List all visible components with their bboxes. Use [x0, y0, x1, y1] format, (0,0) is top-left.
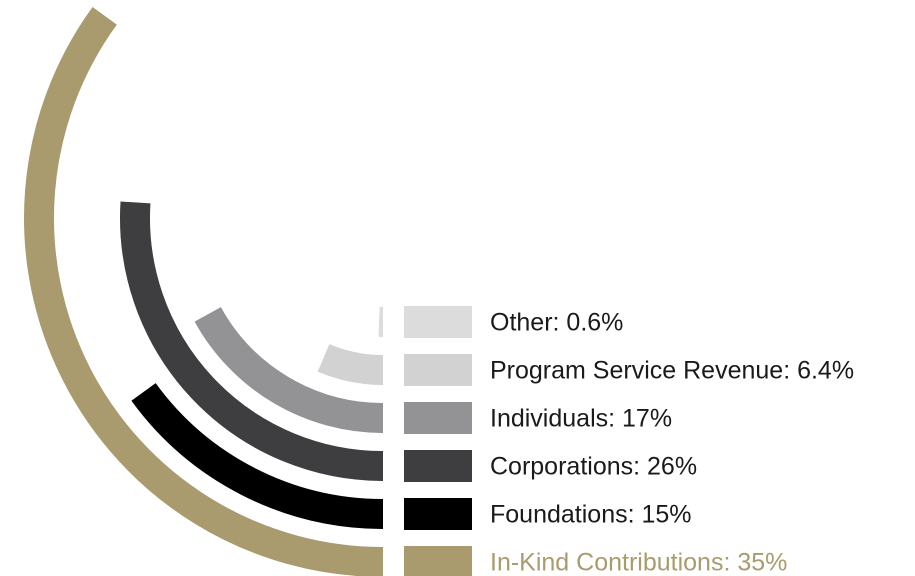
legend-swatch: [404, 402, 472, 434]
legend-label: Other: 0.6%: [490, 309, 623, 337]
legend-swatch: [404, 306, 472, 338]
legend-label: In-Kind Contributions: 35%: [490, 549, 787, 576]
legend-label: Foundations: 15%: [490, 501, 692, 529]
arc-bar: [317, 343, 384, 385]
legend-swatch: [404, 546, 472, 576]
legend-label: Program Service Revenue: 6.4%: [490, 357, 854, 385]
arc-bar: [131, 383, 384, 529]
arc-bar: [194, 306, 384, 433]
arc-bar: [24, 6, 384, 576]
legend-swatch: [404, 498, 472, 530]
legend-swatch: [404, 450, 472, 482]
legend-swatch: [404, 354, 472, 386]
arc-bar: [120, 201, 384, 481]
legend-label: Individuals: 17%: [490, 405, 672, 433]
legend-label: Corporations: 26%: [490, 453, 697, 481]
